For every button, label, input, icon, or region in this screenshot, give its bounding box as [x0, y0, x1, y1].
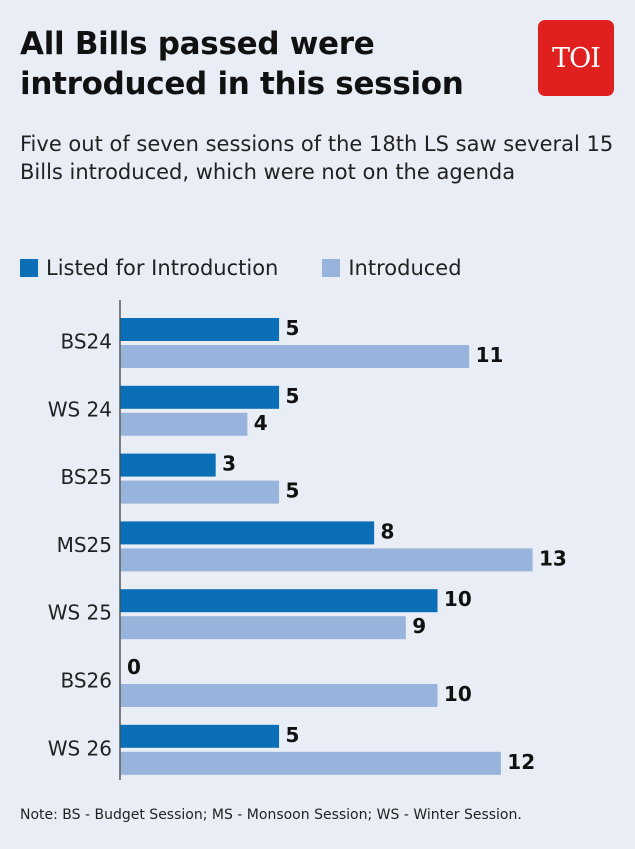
- category-label: BS25: [60, 465, 112, 489]
- bar-introduced: [120, 345, 470, 368]
- data-label-introduced: 12: [507, 750, 535, 774]
- data-label-introduced: 5: [285, 479, 299, 503]
- bar-introduced: [120, 480, 280, 504]
- data-label-listed: 8: [381, 519, 395, 543]
- category-label: WS 24: [48, 397, 112, 421]
- legend-item-introduced: Introduced: [322, 256, 462, 280]
- logo-text: TOI: [552, 42, 601, 74]
- category-label: WS 26: [48, 736, 112, 760]
- chart-title: All Bills passed were introduced in this…: [20, 26, 464, 102]
- data-label-listed: 5: [285, 316, 299, 340]
- data-label-introduced: 9: [412, 614, 426, 638]
- data-label-listed: 5: [285, 723, 299, 747]
- legend-label-introduced: Introduced: [348, 256, 462, 280]
- bar-listed: [120, 589, 438, 613]
- category-label: MS25: [57, 533, 112, 557]
- bar-introduced: [120, 548, 533, 572]
- bar-listed: [120, 453, 216, 477]
- category-label: WS 25: [48, 601, 112, 625]
- data-label-listed: 3: [222, 452, 236, 476]
- data-label-introduced: 10: [444, 682, 472, 706]
- data-label-listed: 10: [444, 587, 472, 611]
- legend-label-listed: Listed for Introduction: [46, 256, 279, 280]
- bar-listed: [120, 724, 280, 748]
- data-label-introduced: 13: [539, 546, 567, 570]
- legend-item-listed: Listed for Introduction: [20, 256, 278, 280]
- data-label-listed: 5: [285, 384, 299, 408]
- data-label-introduced: 4: [254, 411, 268, 435]
- data-label-introduced: 11: [476, 343, 504, 367]
- legend-swatch-listed: [20, 259, 38, 277]
- bar-listed: [120, 385, 280, 409]
- category-label: BS24: [60, 330, 112, 354]
- bar-introduced: [120, 751, 501, 775]
- bar-introduced: [120, 616, 406, 640]
- legend: Listed for Introduction Introduced: [20, 254, 462, 282]
- legend-swatch-introduced: [322, 259, 341, 277]
- bar-introduced: [120, 412, 248, 436]
- bar-listed: [120, 318, 280, 341]
- bar-introduced: [120, 684, 438, 707]
- category-label: BS26: [60, 669, 112, 693]
- bar-listed: [120, 521, 375, 545]
- chart-subtitle: Five out of seven sessions of the 18th L…: [20, 132, 614, 184]
- toi-logo: TOI: [538, 20, 614, 96]
- data-label-listed: 0: [127, 655, 141, 679]
- footnote: Note: BS - Budget Session; MS - Monsoon …: [20, 807, 522, 823]
